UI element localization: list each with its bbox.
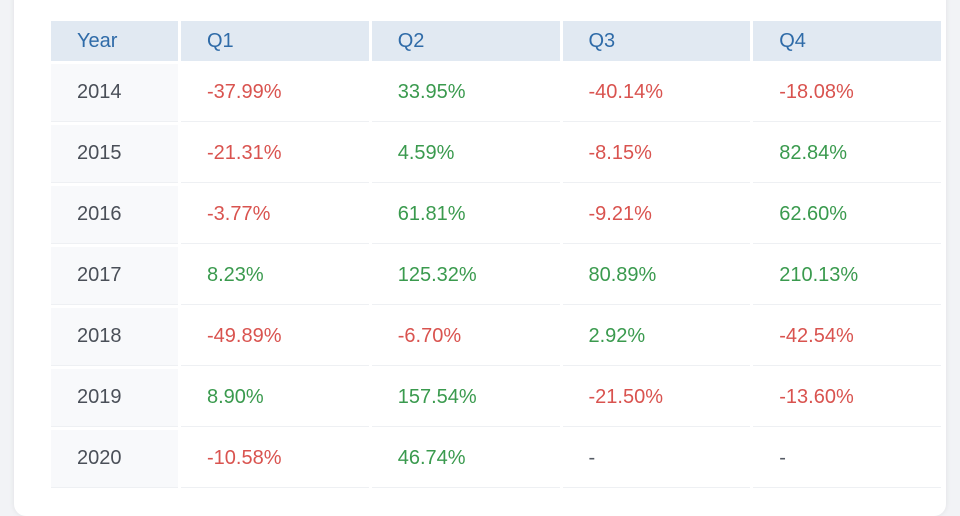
table-row: 2017 8.23% 125.32% 80.89% 210.13% <box>51 247 941 305</box>
return-cell-q4: -18.08% <box>753 64 941 122</box>
year-cell: 2017 <box>51 247 178 305</box>
return-cell-q1: 8.90% <box>181 369 369 427</box>
header-q4: Q4 <box>753 21 941 61</box>
return-cell-q3: -40.14% <box>562 64 751 122</box>
return-cell-q2: 157.54% <box>371 369 560 427</box>
return-cell-q1: -37.99% <box>181 64 369 122</box>
header-q1: Q1 <box>181 21 369 61</box>
return-cell-q2: 61.81% <box>371 186 560 244</box>
table-row: 2019 8.90% 157.54% -21.50% -13.60% <box>51 369 941 427</box>
header-q2: Q2 <box>371 21 560 61</box>
return-cell-q1: -3.77% <box>181 186 369 244</box>
table-header-row: Year Q1 Q2 Q3 Q4 <box>51 21 941 61</box>
return-cell-q3: -9.21% <box>562 186 751 244</box>
return-cell-q4: - <box>753 430 941 488</box>
return-cell-q2: 46.74% <box>371 430 560 488</box>
return-cell-q4: -13.60% <box>753 369 941 427</box>
return-cell-q3: -21.50% <box>562 369 751 427</box>
table-row: 2018 -49.89% -6.70% 2.92% -42.54% <box>51 308 941 366</box>
return-cell-q4: 210.13% <box>753 247 941 305</box>
year-cell: 2015 <box>51 125 178 183</box>
return-cell-q1: -21.31% <box>181 125 369 183</box>
return-cell-q3: -8.15% <box>562 125 751 183</box>
header-q3: Q3 <box>562 21 751 61</box>
year-cell: 2014 <box>51 64 178 122</box>
return-cell-q4: 82.84% <box>753 125 941 183</box>
year-cell: 2020 <box>51 430 178 488</box>
return-cell-q3: 2.92% <box>562 308 751 366</box>
return-cell-q2: -6.70% <box>371 308 560 366</box>
quarterly-returns-table: Year Q1 Q2 Q3 Q4 2014 -37.99% 33.95% -40.14… <box>48 18 944 491</box>
table-row: 2014 -37.99% 33.95% -40.14% -18.08% <box>51 64 941 122</box>
header-year: Year <box>51 21 178 61</box>
year-cell: 2019 <box>51 369 178 427</box>
return-cell-q2: 33.95% <box>371 64 560 122</box>
table-row: 2015 -21.31% 4.59% -8.15% 82.84% <box>51 125 941 183</box>
return-cell-q1: -10.58% <box>181 430 369 488</box>
return-cell-q3: - <box>562 430 751 488</box>
return-cell-q3: 80.89% <box>562 247 751 305</box>
return-cell-q1: 8.23% <box>181 247 369 305</box>
table-row: 2020 -10.58% 46.74% - - <box>51 430 941 488</box>
return-cell-q4: 62.60% <box>753 186 941 244</box>
year-cell: 2016 <box>51 186 178 244</box>
table-row: 2016 -3.77% 61.81% -9.21% 62.60% <box>51 186 941 244</box>
year-cell: 2018 <box>51 308 178 366</box>
returns-card: Year Q1 Q2 Q3 Q4 2014 -37.99% 33.95% -40.14… <box>14 0 946 516</box>
return-cell-q2: 4.59% <box>371 125 560 183</box>
return-cell-q4: -42.54% <box>753 308 941 366</box>
return-cell-q2: 125.32% <box>371 247 560 305</box>
return-cell-q1: -49.89% <box>181 308 369 366</box>
